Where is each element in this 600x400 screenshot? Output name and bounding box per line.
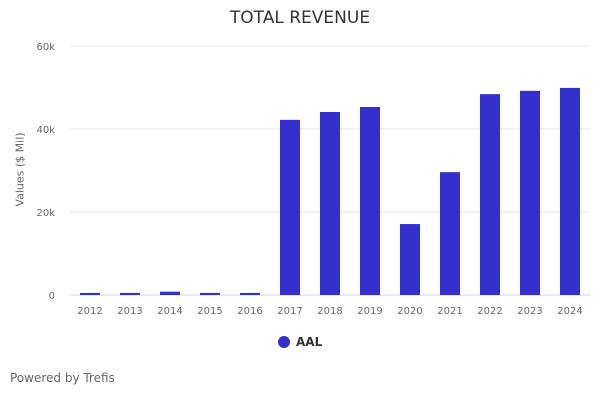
x-tick-label: 2020 [397, 306, 422, 317]
bar-2020 [400, 224, 420, 295]
x-tick-label: 2019 [357, 306, 382, 317]
powered-by-credit[interactable]: Powered by Trefis [10, 371, 115, 385]
bar-2016 [240, 292, 260, 295]
x-tick-label: 2018 [317, 306, 342, 317]
chart-title: TOTAL REVENUE [229, 8, 371, 28]
x-tick-label: 2021 [437, 306, 462, 317]
bar-2022 [480, 94, 500, 295]
x-tick-label: 2016 [237, 306, 262, 317]
bar-2017 [280, 119, 300, 296]
legend-marker-icon [278, 336, 290, 348]
bar-2023 [520, 90, 540, 295]
y-tick-label: 60k [36, 42, 55, 53]
bar-2019 [360, 107, 380, 295]
x-tick-label: 2023 [517, 306, 542, 317]
y-tick-label: 20k [36, 208, 55, 219]
x-tick-label: 2014 [157, 306, 182, 317]
y-tick-label: 0 [49, 291, 55, 302]
bar-2014 [160, 291, 180, 295]
legend[interactable]: AAL [278, 335, 322, 349]
legend-label: AAL [296, 335, 323, 349]
bar-2013 [120, 292, 140, 295]
x-tick-label: 2022 [477, 306, 502, 317]
bar-2012 [80, 292, 100, 295]
bar-2015 [200, 292, 220, 295]
x-tick-label: 2012 [77, 306, 102, 317]
x-tick-label: 2015 [197, 306, 222, 317]
y-tick-label: 40k [36, 125, 55, 136]
x-tick-label: 2013 [117, 306, 142, 317]
bar-2018 [320, 111, 340, 295]
bar-2024 [560, 87, 580, 295]
bar-2021 [440, 172, 460, 295]
x-tick-label: 2024 [557, 306, 582, 317]
x-tick-label: 2017 [277, 306, 302, 317]
